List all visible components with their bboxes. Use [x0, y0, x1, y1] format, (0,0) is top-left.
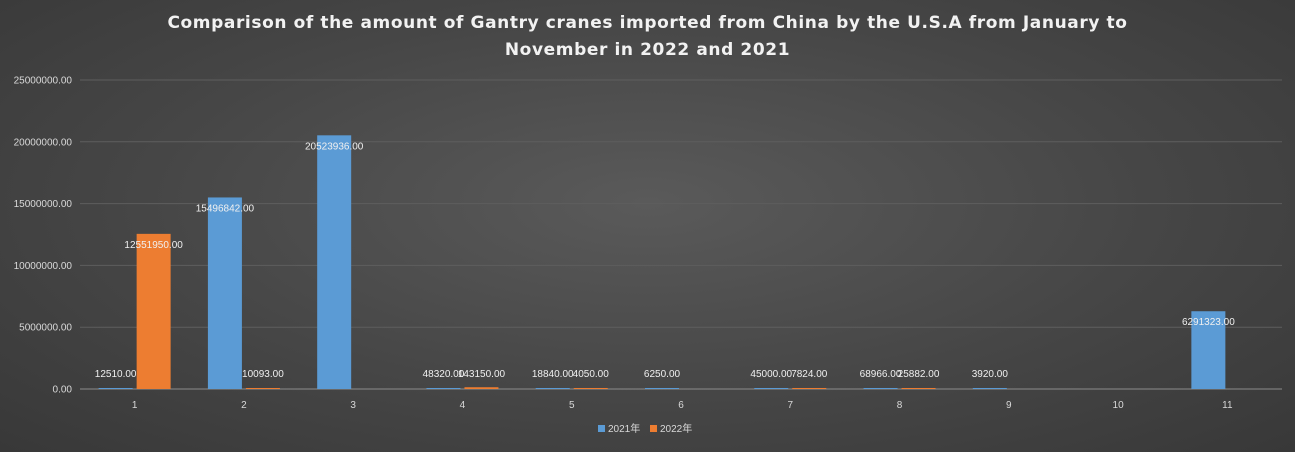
- data-label: 7824.00: [791, 369, 828, 380]
- data-label: 6291323.00: [1182, 317, 1235, 328]
- x-tick-label: 8: [897, 400, 903, 411]
- x-tick-label: 9: [1006, 400, 1012, 411]
- y-tick-label: 5000000.00: [19, 323, 72, 334]
- bar-2021: [535, 388, 570, 389]
- bar-2021: [426, 388, 461, 389]
- x-tick-label: 1: [132, 400, 138, 411]
- data-label: 4050.00: [573, 369, 610, 380]
- bar-2022: [792, 388, 827, 389]
- y-tick-label: 0.00: [53, 385, 73, 396]
- data-label: 12510.00: [95, 369, 137, 380]
- legend-swatch: [598, 425, 605, 432]
- x-tick-label: 4: [460, 400, 466, 411]
- data-label: 18840.00: [532, 369, 574, 380]
- data-label: 20523936.00: [305, 141, 364, 152]
- bar-2022: [136, 233, 171, 389]
- chart-title-line-1: Comparison of the amount of Gantry crane…: [167, 13, 1128, 33]
- data-label: 48320.00: [423, 369, 465, 380]
- data-label: 15496842.00: [196, 203, 255, 214]
- x-tick-label: 3: [350, 400, 356, 411]
- chart-title: Comparison of the amount of Gantry crane…: [0, 10, 1295, 64]
- bar-2021: [863, 388, 898, 389]
- x-tick-label: 5: [569, 400, 575, 411]
- x-tick-label: 2: [241, 400, 247, 411]
- data-label: 68966.00: [860, 369, 902, 380]
- bar-2022: [573, 388, 608, 389]
- bar-2021: [972, 388, 1007, 389]
- data-label: 3920.00: [972, 369, 1009, 380]
- bar-2022: [245, 388, 280, 389]
- y-tick-label: 25000000.00: [14, 76, 73, 87]
- data-label: 25882.00: [898, 369, 940, 380]
- bar-2021: [1191, 311, 1226, 389]
- data-label: 45000.00: [750, 369, 792, 380]
- legend-swatch: [650, 425, 657, 432]
- data-label: 10093.00: [242, 369, 284, 380]
- legend-label: 2021年: [608, 422, 640, 435]
- legend-label: 2022年: [660, 422, 692, 435]
- y-tick-label: 10000000.00: [14, 261, 73, 272]
- data-label: 12551950.00: [124, 240, 183, 251]
- bar-2021: [645, 388, 679, 389]
- bar-2021: [317, 135, 352, 389]
- x-tick-label: 7: [787, 400, 793, 411]
- data-label: 6250.00: [644, 369, 681, 380]
- bar-2022: [901, 388, 936, 389]
- data-label: 143150.00: [458, 369, 506, 380]
- chart-title-line-2: November in 2022 and 2021: [504, 40, 791, 60]
- y-tick-label: 20000000.00: [14, 137, 73, 148]
- bar-2021: [207, 197, 242, 389]
- bar-2022: [464, 387, 499, 389]
- bar-2021: [754, 388, 789, 389]
- y-tick-label: 15000000.00: [14, 199, 73, 210]
- x-tick-label: 10: [1113, 400, 1125, 411]
- bar-2021: [98, 388, 133, 389]
- x-tick-label: 6: [678, 400, 684, 411]
- x-tick-label: 11: [1222, 400, 1233, 411]
